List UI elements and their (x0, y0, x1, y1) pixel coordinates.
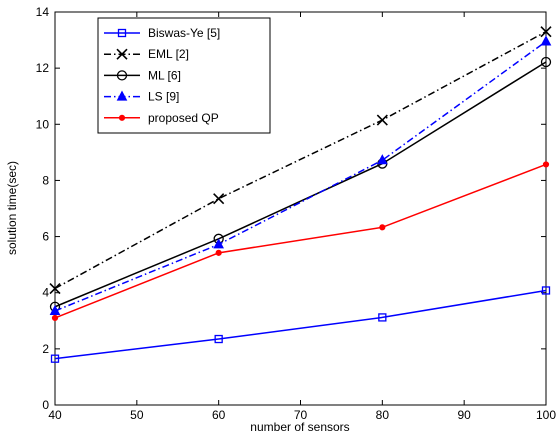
x-tick-label: 40 (48, 408, 62, 422)
data-point (542, 161, 550, 168)
y-tick-label: 2 (42, 342, 49, 356)
series-line (54, 40, 547, 312)
x-tick-label: 80 (376, 408, 390, 422)
data-point (116, 48, 128, 60)
y-tick-label: 0 (42, 398, 49, 412)
data-point (213, 193, 225, 205)
legend-label: ML [6] (148, 68, 181, 82)
y-tick-label: 8 (42, 173, 49, 187)
data-point (379, 224, 386, 231)
series-line (54, 163, 547, 319)
data-point (213, 238, 224, 249)
data-point (117, 28, 127, 38)
y-tick-label: 14 (36, 5, 50, 19)
x-tick-label: 50 (130, 408, 144, 422)
data-point (540, 26, 552, 38)
legend-label: LS [9] (148, 90, 179, 104)
x-tick-label: 90 (457, 408, 471, 422)
data-point (214, 334, 223, 344)
series-line (54, 61, 547, 308)
x-tick-label: 60 (212, 408, 226, 422)
legend: Biswas-Ye [5] EML [2] ML [6] LS [9] proposed… (97, 17, 271, 134)
data-point (118, 114, 126, 121)
data-point (49, 304, 61, 315)
y-tick-label: 6 (42, 230, 49, 244)
legend-label: proposed QP (148, 111, 219, 125)
ticks-layer: 40 50 60 70 80 90 100 0 2 4 6 8 10 12 14 (36, 5, 557, 422)
y-axis-label: solution time(sec) (5, 161, 19, 255)
series-line (54, 289, 547, 360)
data-point (378, 313, 387, 322)
x-axis-label: number of sensors (250, 420, 349, 434)
data-point (377, 154, 388, 165)
data-point (51, 314, 59, 322)
series-layer (49, 26, 552, 363)
data-point (215, 249, 222, 256)
legend-label: EML [2] (148, 47, 189, 61)
y-tick-label: 12 (36, 61, 50, 75)
x-tick-label: 70 (294, 408, 308, 422)
x-tick-label: 100 (536, 408, 556, 422)
y-tick-label: 4 (42, 286, 49, 300)
data-point (50, 354, 60, 363)
data-point (540, 56, 552, 68)
data-point (116, 70, 128, 81)
y-tick-label: 10 (36, 117, 50, 131)
data-point (376, 114, 388, 126)
legend-label: Biswas-Ye [5] (148, 26, 220, 40)
data-point (540, 35, 552, 46)
data-point (541, 286, 551, 295)
data-point (49, 282, 61, 295)
series-line (54, 30, 547, 290)
data-point (116, 90, 128, 101)
